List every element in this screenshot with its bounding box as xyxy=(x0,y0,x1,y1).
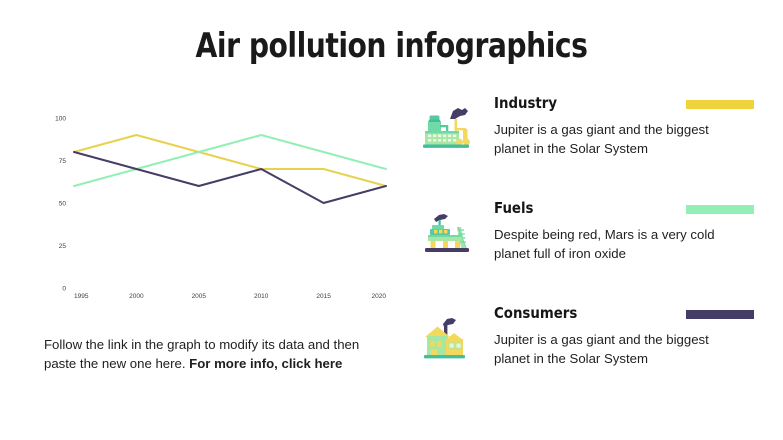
chart-series-group xyxy=(73,134,387,204)
legend-item-industry[interactable]: Industry Jupiter is a gas giant and the … xyxy=(414,92,754,197)
legend-description: Jupiter is a gas giant and the biggest p… xyxy=(494,122,709,156)
legend-item-fuels[interactable]: Fuels Despite being red, Mars is a very … xyxy=(414,197,754,302)
y-tick-label: 50 xyxy=(59,200,67,207)
chart-line-industry xyxy=(73,134,387,187)
chart-canvas: 0 25 50 75 100 1995 2000 2005 2010 2015 2020 xyxy=(55,115,387,300)
legend-heading-industry: Industry xyxy=(494,94,754,116)
line-chart: 0 25 50 75 100 1995 2000 2005 2010 2015 2020 xyxy=(44,112,396,312)
legend-heading-fuels: Fuels xyxy=(494,199,754,221)
y-tick-label: 0 xyxy=(62,285,66,292)
x-tick-label: 2010 xyxy=(254,293,269,300)
legend-color-swatch xyxy=(686,205,754,214)
house-icon xyxy=(416,308,478,370)
legend-description: Jupiter is a gas giant and the biggest p… xyxy=(494,332,709,366)
x-tick-label: 2000 xyxy=(129,293,144,300)
legend-title: Consumers xyxy=(494,304,578,322)
legend-color-swatch xyxy=(686,310,754,319)
legend-description: Despite being red, Mars is a very cold p… xyxy=(494,227,715,261)
page-title: Air pollution infographics xyxy=(195,26,588,66)
x-axis-tick-labels: 1995 2000 2005 2010 2015 2020 xyxy=(74,293,386,300)
x-tick-label: 1995 xyxy=(74,293,89,300)
chart-line-consumers xyxy=(73,151,387,204)
y-tick-label: 100 xyxy=(55,115,66,122)
x-tick-label: 2005 xyxy=(192,293,207,300)
x-tick-label: 2020 xyxy=(372,293,387,300)
y-tick-label: 75 xyxy=(59,158,67,165)
legend-title: Industry xyxy=(494,94,558,112)
legend-item-consumers[interactable]: Consumers Jupiter is a gas giant and the… xyxy=(414,302,754,407)
legend-title: Fuels xyxy=(494,199,534,217)
factory-icon xyxy=(416,98,478,160)
more-info-link[interactable]: For more info, click here xyxy=(189,355,343,371)
chart-line-fuels xyxy=(73,134,387,187)
y-tick-label: 25 xyxy=(59,243,67,250)
legend-heading-consumers: Consumers xyxy=(494,304,754,326)
oil-rig-icon xyxy=(416,203,478,265)
caption-line-1: Follow the link in the graph to modify i… xyxy=(44,337,360,352)
legend-color-swatch xyxy=(686,100,754,109)
x-tick-label: 2015 xyxy=(316,293,331,300)
legend-list: Industry Jupiter is a gas giant and the … xyxy=(414,92,754,407)
chart-caption: Follow the link in the graph to modify i… xyxy=(44,336,374,373)
caption-line-2-normal: paste the new one here. xyxy=(44,355,190,371)
y-axis-tick-labels: 0 25 50 75 100 xyxy=(55,115,66,292)
